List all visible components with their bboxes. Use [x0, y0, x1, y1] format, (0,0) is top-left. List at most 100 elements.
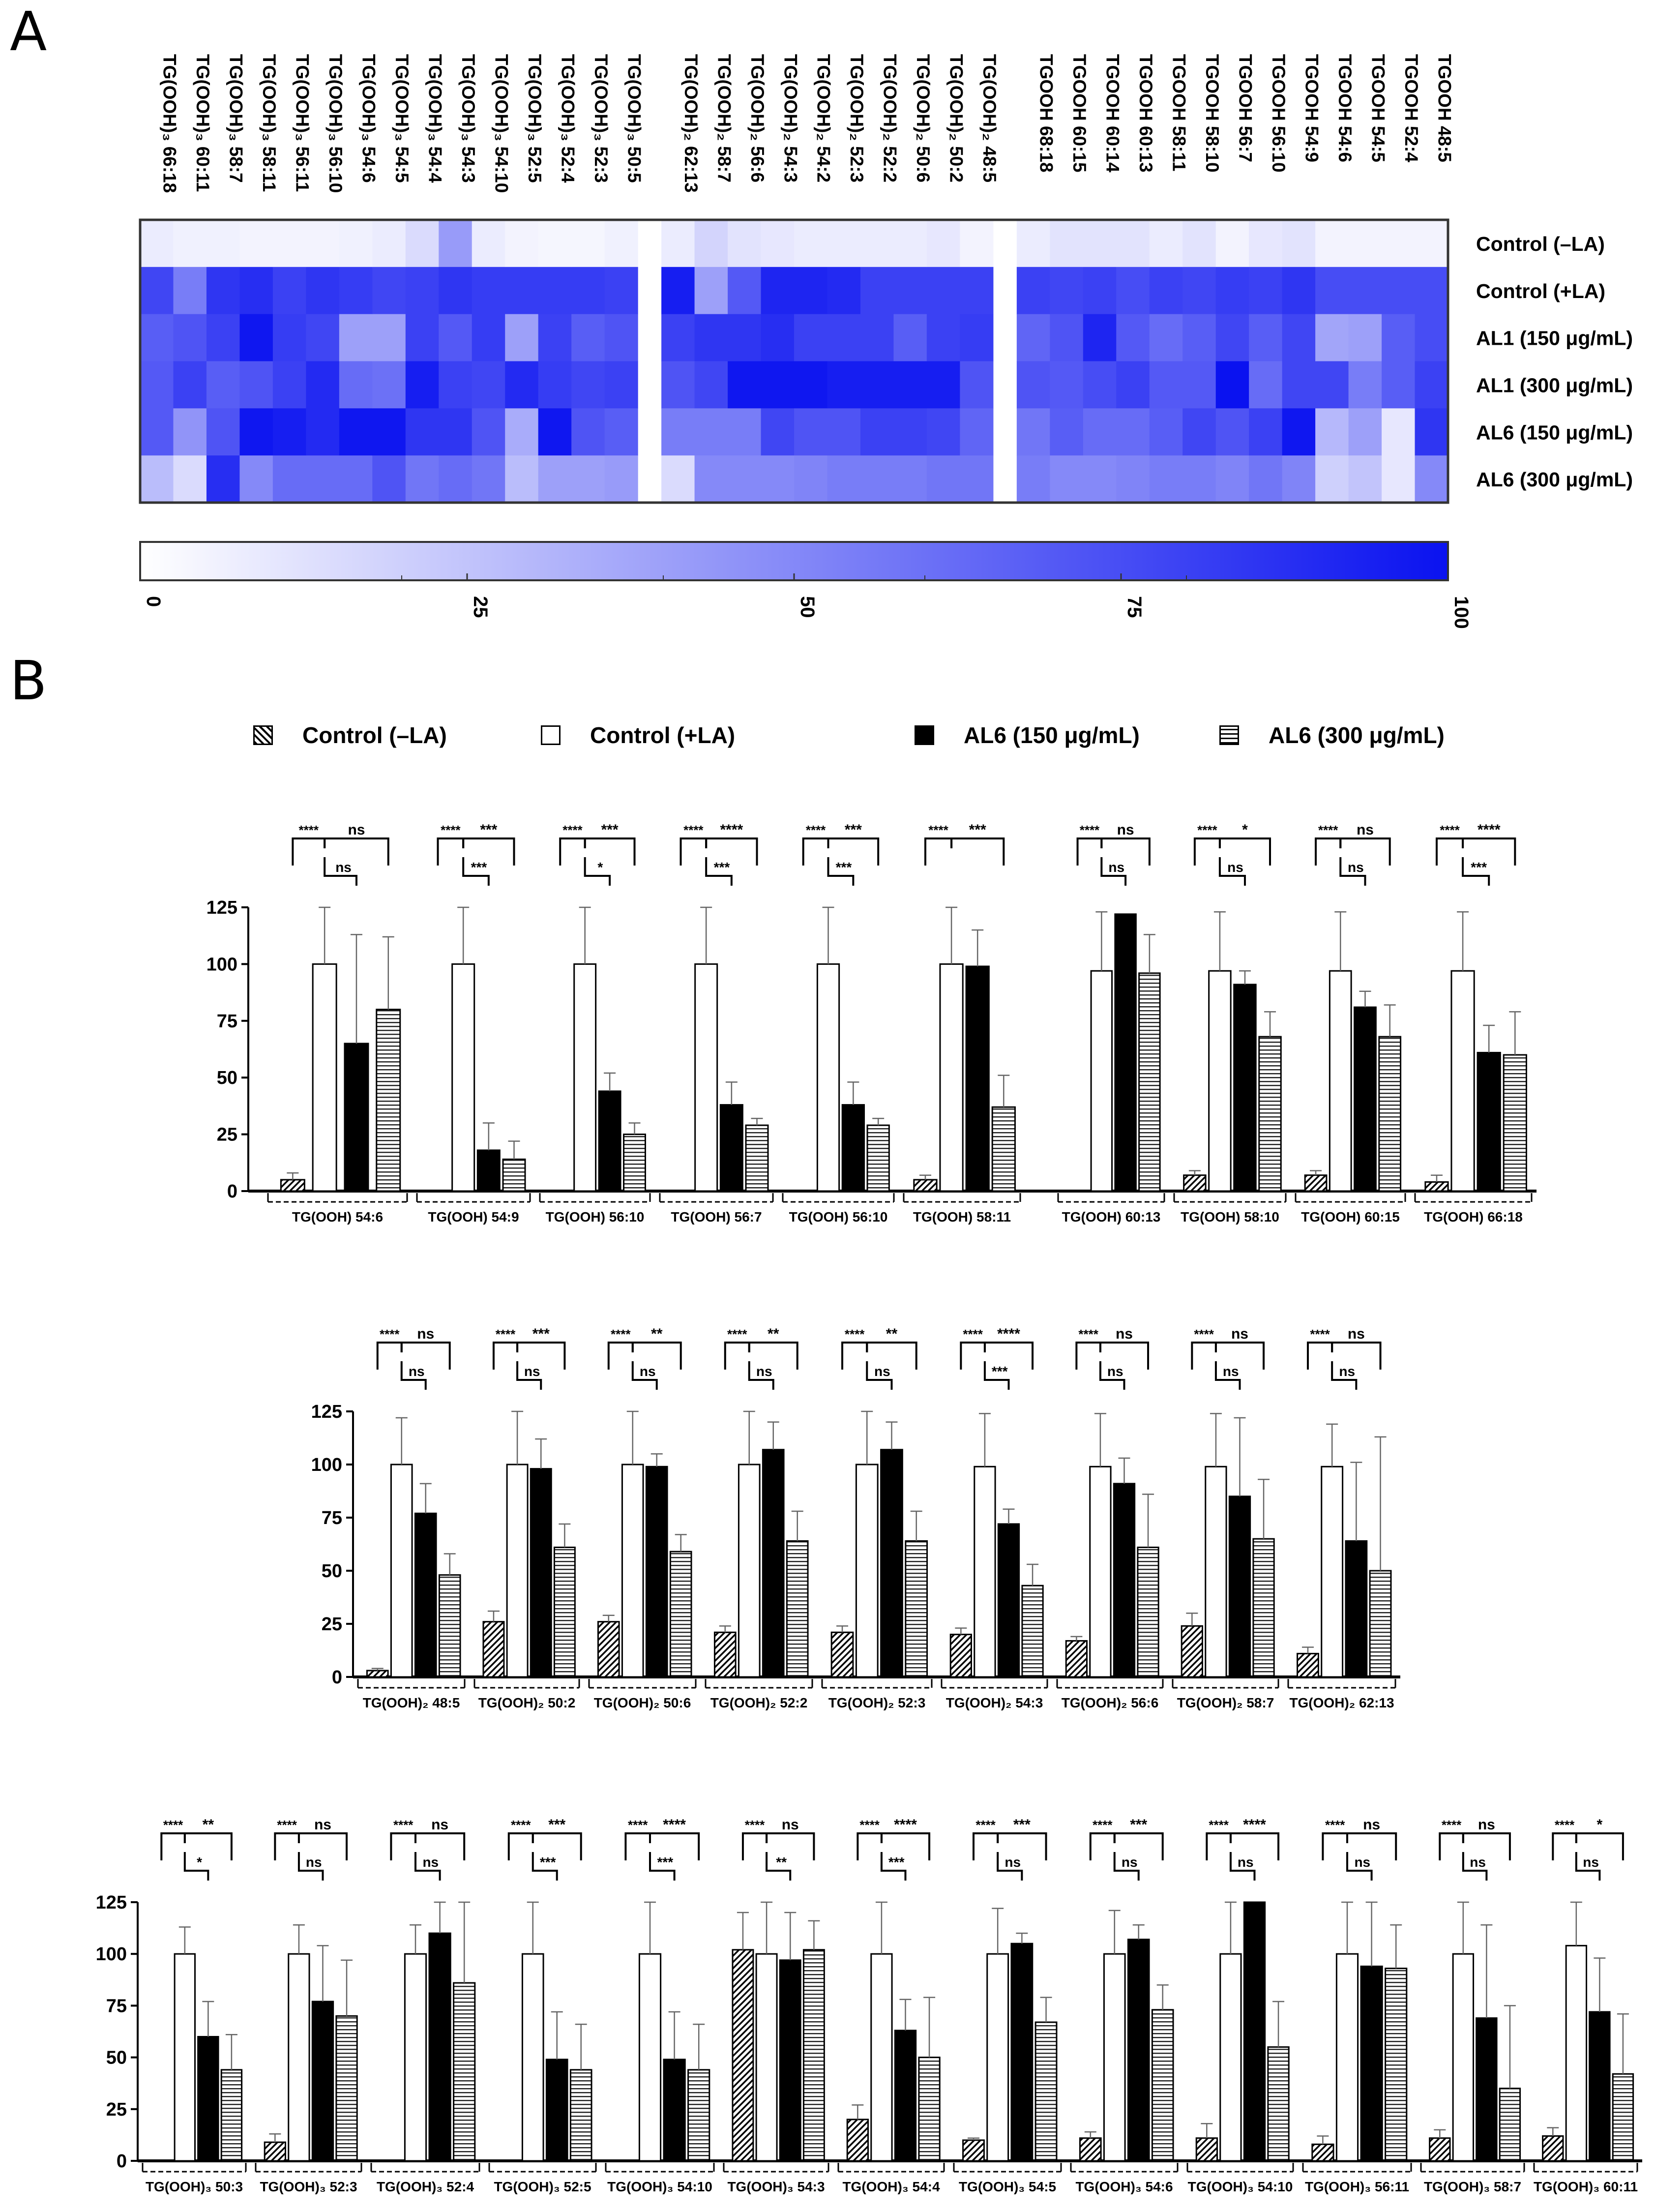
sig-label: *: [1597, 1817, 1603, 1833]
heatmap-cell: [1083, 220, 1117, 268]
heatmap-row-label: AL6 (300 μg/mL): [1476, 468, 1633, 491]
bar: [438, 1574, 461, 1678]
sig-bracket: [680, 837, 708, 866]
sig-bracket: [866, 1361, 893, 1390]
heatmap-cell: [1282, 267, 1316, 315]
sig-bracket: [1331, 1342, 1382, 1370]
heatmap-cell: [661, 267, 695, 315]
heatmap-cell: [926, 314, 960, 362]
heatmap-cell: [239, 267, 273, 315]
heatmap-cell: [860, 220, 894, 268]
bar: [280, 1179, 305, 1192]
bar: [414, 1512, 437, 1678]
sig-label: ****: [1080, 823, 1100, 837]
sig-bracket: [1193, 837, 1221, 866]
heatmap-cell: [1149, 408, 1183, 456]
bar: [1503, 1054, 1527, 1192]
heatmap-column-label: TGOOH 58:11: [1169, 54, 1189, 172]
heatmap-cell: [1315, 455, 1349, 503]
heatmap-cell: [661, 314, 695, 362]
heatmap-cell: [1348, 408, 1382, 456]
heatmap-cell: [173, 220, 207, 268]
legend-item-al6-300: AL6 (300 μg/mL): [1219, 720, 1445, 750]
bar: [1127, 1939, 1150, 2162]
sig-bracket: [297, 1852, 324, 1881]
sig-bracket: [437, 837, 465, 866]
sig-label: ***: [601, 822, 619, 838]
heatmap-cell: [1348, 314, 1382, 362]
hlines-swatch-icon: [1219, 725, 1239, 745]
heatmap-cell: [893, 267, 927, 315]
bar: [1429, 2137, 1451, 2162]
sig-bracket: [324, 837, 389, 866]
heatmap-cell: [140, 361, 174, 409]
heatmap-cell: [1415, 361, 1448, 409]
heatmap-cell: [1050, 361, 1084, 409]
sig-label: ***: [992, 1364, 1008, 1379]
group-label: TG(OOH)₃ 56:11: [1305, 2179, 1409, 2194]
sig-bracket: [1099, 1361, 1125, 1390]
heatmap-cell: [860, 455, 894, 503]
sig-label: ****: [628, 1818, 648, 1832]
heatmap-cell: [538, 267, 572, 315]
heatmap-cell: [206, 314, 240, 362]
sig-label: ns: [782, 1817, 799, 1833]
sig-bracket: [1076, 837, 1103, 866]
sig-label: ns: [1117, 822, 1134, 838]
sig-label: *: [1242, 822, 1248, 838]
sig-bracket: [1462, 837, 1516, 866]
heatmap-cell: [439, 314, 473, 362]
heatmap-column-label: TGOOH 56:7: [1235, 54, 1255, 162]
sig-bracket: [748, 1361, 774, 1390]
sig-bracket: [857, 1832, 883, 1860]
sig-label: ns: [1223, 1364, 1239, 1379]
bar: [1195, 2137, 1218, 2162]
bar: [1208, 970, 1232, 1192]
heatmap-cell: [272, 267, 306, 315]
heatmap-cell: [1116, 455, 1150, 503]
sig-label: **: [776, 1854, 787, 1870]
group-label: TG(OOH) 60:13: [1062, 1209, 1161, 1225]
group-label: TG(OOH)₃ 54:6: [1075, 2179, 1173, 2194]
heatmap-cell: [505, 408, 539, 456]
sig-bracket: [516, 1361, 542, 1390]
heatmap-cell: [860, 361, 894, 409]
heatmap-cell: [1016, 220, 1050, 268]
sig-label: ****: [806, 823, 826, 837]
heatmap-cell: [1182, 361, 1216, 409]
sig-label: ****: [963, 1327, 983, 1342]
bar: [997, 1523, 1020, 1678]
heatmap-cell: [1249, 408, 1283, 456]
bar: [1499, 2088, 1521, 2162]
heatmap-cell: [372, 267, 406, 315]
heatmap-cell: [538, 314, 572, 362]
bar: [521, 1953, 544, 2162]
heatmap-cell: [1382, 361, 1416, 409]
group-label: TG(OOH)₃ 54:4: [842, 2179, 940, 2194]
y-tick-label: 0: [332, 1667, 342, 1688]
bar: [1205, 1465, 1227, 1678]
heatmap-cell: [1050, 314, 1084, 362]
heatmap-column-label: TG(OOH)₃ 54:5: [392, 54, 412, 183]
sig-bracket: [983, 1361, 1010, 1390]
heatmap-cell: [1116, 408, 1150, 456]
sig-label: ***: [532, 1326, 550, 1342]
sig-bracket: [827, 837, 880, 866]
heatmap-cell: [1382, 267, 1416, 315]
heatmap-cell: [538, 361, 572, 409]
bar: [1137, 1546, 1159, 1678]
sig-label: ***: [657, 1854, 673, 1870]
bar: [506, 1464, 529, 1678]
sig-bracket: [983, 1342, 1034, 1370]
sig-label: ****: [511, 1818, 531, 1832]
bar: [1565, 1944, 1588, 2162]
bar: [1321, 1465, 1344, 1678]
heatmap-cell: [339, 267, 373, 315]
sig-label: ****: [745, 1818, 765, 1832]
bar: [404, 1953, 427, 2162]
sig-bracket: [462, 857, 490, 886]
heatmap-cell: [728, 361, 762, 409]
heatmap-cell: [140, 220, 174, 268]
bar: [687, 2069, 710, 2162]
bar: [1138, 972, 1161, 1192]
